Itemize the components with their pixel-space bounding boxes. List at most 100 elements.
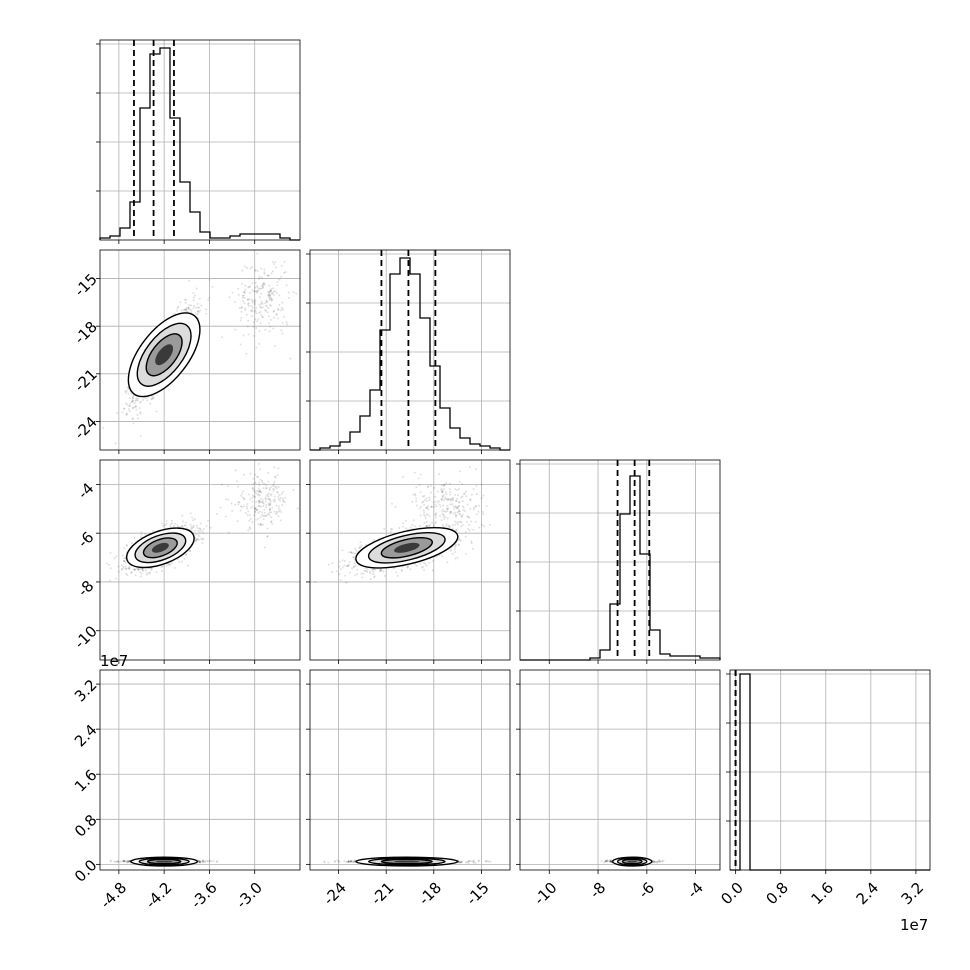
scatter-point [259,523,262,526]
scatter-point [176,309,179,312]
scatter-point [225,498,228,501]
scatter-point [276,284,279,287]
scatter-point [211,285,214,288]
scatter-point [268,504,271,507]
scatter-point [152,530,155,533]
scatter-point [268,295,271,298]
scatter-point [423,569,426,572]
scatter-point [260,300,263,303]
scatter-point [258,303,261,306]
scatter-point [259,522,262,525]
scatter-point [346,565,349,568]
scatter-point [341,566,344,569]
scatter-point [260,292,263,295]
scatter-point [237,501,240,504]
scatter-point [248,514,251,517]
scatter-point [237,503,240,506]
scatter-point [133,536,136,539]
scatter-point [400,569,403,572]
scatter-point [262,514,265,517]
scatter-point [446,499,449,502]
scatter-point [270,289,273,292]
scatter-point [188,549,191,552]
scatter-point [354,574,357,577]
scatter-point [440,510,443,513]
scatter-point [383,574,386,577]
scatter-point [264,309,267,312]
scatter-point [254,482,257,485]
scatter-point [459,520,462,523]
scatter-point [275,312,278,315]
scatter-point [253,299,256,302]
scatter-point [395,571,398,574]
scatter-point [134,399,137,402]
scatter-point [453,507,456,510]
scatter-point [282,490,285,493]
scatter-point [108,564,111,567]
scatter-point [428,525,431,528]
scatter-point [271,522,274,525]
scatter-point [247,510,250,513]
scatter-point [275,510,278,513]
scatter-point [190,309,193,312]
scatter-point [258,505,261,508]
scatter-point [189,512,192,515]
scatter-point [454,543,457,546]
scatter-point [266,274,269,277]
scatter-point [467,516,470,519]
scatter-point [125,572,128,575]
scatter-point [241,269,244,272]
scatter-point [137,397,140,400]
scatter-point [255,327,258,330]
panel-3-3 [730,670,930,874]
scatter-point [267,480,270,483]
scatter-point [259,305,262,308]
scatter-point [262,282,265,285]
scatter-point [441,491,444,494]
scatter-point [459,539,462,542]
scatter-point [276,512,279,515]
scatter-point [251,310,254,313]
scatter-point [354,564,357,567]
scatter-point [253,507,256,510]
scatter-point [372,570,375,573]
scatter-point [195,539,198,542]
scatter-point [194,529,197,532]
scatter-point [451,503,454,506]
scatter-point [425,525,428,528]
scatter-point [442,493,445,496]
scatter-point [446,517,449,520]
scatter-point [257,517,260,520]
scatter-point [262,518,265,521]
scatter-point [331,562,334,565]
scatter-point [243,302,246,305]
scatter-point [114,577,117,580]
scatter-point [185,310,188,313]
scatter-point [121,411,124,414]
scatter-point [270,292,273,295]
scatter-point [234,503,237,506]
scatter-point [132,399,135,402]
scatter-point [469,498,472,501]
scatter-point [152,397,155,400]
scatter-point [195,538,198,541]
scatter-point [231,509,234,512]
scatter-point [274,512,277,515]
scatter-point [268,508,271,511]
scatter-point [244,284,247,287]
scatter-point [255,346,258,349]
scatter-point [250,506,253,509]
scatter-point [443,484,446,487]
scatter-point [178,561,181,564]
scatter-point [277,498,280,501]
scatter-point [252,483,255,486]
scatter-point [192,299,195,302]
scatter-point [115,411,118,414]
scatter-point [352,566,355,569]
scatter-point [155,571,158,574]
scatter-point [378,570,381,573]
scatter-point [379,569,382,572]
panel-3-0 [96,670,300,874]
scatter-point [255,290,258,293]
scatter-point [254,300,257,303]
